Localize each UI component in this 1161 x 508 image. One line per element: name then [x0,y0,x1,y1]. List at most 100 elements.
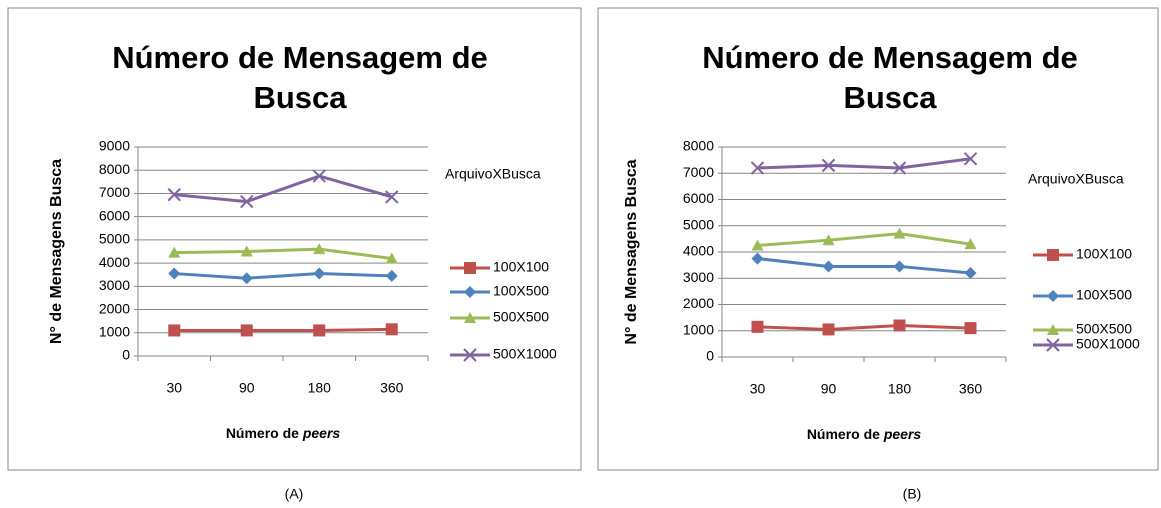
x-tick-label: 90 [239,380,255,396]
data-point [313,243,326,255]
x-axis-label: Número de peers [226,425,341,441]
x-axis-label-part: Número de [226,425,303,441]
data-point [822,234,835,246]
y-axis-label: N° de Mensagens Busca [48,159,65,344]
series-line [757,157,971,170]
chart-title: Busca [843,80,937,115]
data-point [893,227,906,239]
legend-label: 500X500 [493,309,549,325]
data-point [385,269,398,282]
series-line [174,174,393,204]
x-axis-label-part: peers [302,425,341,441]
y-tick-label: 1000 [99,323,130,339]
data-point [750,161,765,175]
x-tick-label: 180 [888,381,912,397]
data-point [964,238,977,250]
series-line [757,232,971,247]
data-point [240,194,254,209]
chart-title: Número de Mensagem de [112,40,488,75]
legend-label: 100X500 [1076,287,1132,303]
legend-label: 500X500 [1076,321,1132,337]
legend-title: ArquivoXBusca [445,166,541,182]
x-axis-label: Número de peers [807,426,922,442]
chart-caption: (A) [285,486,304,502]
data-point [167,187,181,202]
data-point [821,158,836,173]
y-tick-label: 3000 [683,269,714,285]
chart-frame [597,7,1159,471]
series-line [757,323,971,331]
data-point [168,267,181,280]
legend-label: 500X1000 [1076,336,1140,352]
series-line [174,272,392,280]
legend-marker [464,286,476,298]
data-point [385,190,399,204]
data-point [751,320,764,333]
legend-label: 100X500 [493,283,549,299]
x-tick-label: 360 [959,381,983,397]
y-tick-label: 8000 [683,138,714,154]
data-point [385,252,398,264]
x-axis-label-part: Número de [807,426,884,442]
y-tick-label: 5000 [99,231,130,247]
y-tick-label: 0 [706,348,714,364]
data-point [313,324,326,337]
legend-label: 100X100 [1076,246,1132,262]
y-tick-label: 4000 [99,254,130,270]
legend-marker [463,348,477,362]
x-tick-label: 30 [166,380,182,396]
y-tick-label: 2000 [683,295,714,311]
chart-caption: (B) [903,486,922,502]
series-line [757,257,971,275]
y-tick-label: 6000 [99,207,130,223]
data-point [312,169,326,183]
data-point [168,324,181,337]
legend-marker [464,312,476,323]
y-tick-label: 7000 [99,184,130,200]
y-tick-label: 0 [122,347,130,363]
legend-marker [1047,324,1059,335]
y-tick-label: 4000 [683,243,714,259]
data-point [240,324,253,337]
legend-title: ArquivoXBusca [1028,171,1124,187]
data-point [751,239,764,251]
y-tick-label: 5000 [683,216,714,232]
x-axis-label-part: peers [883,426,922,442]
x-tick-label: 90 [821,381,837,397]
chart-title: Número de Mensagem de [702,40,1078,75]
y-tick-label: 6000 [683,190,714,206]
data-point [240,245,253,257]
y-tick-label: 8000 [99,161,130,177]
legend-label: 500X1000 [493,346,557,362]
data-point [892,161,907,175]
series-line [174,327,392,332]
data-point [964,267,977,279]
data-point [240,272,253,285]
data-point [313,267,326,280]
x-tick-label: 180 [308,380,332,396]
chart-title: Busca [253,80,347,115]
data-point [963,152,978,166]
data-point [751,252,764,265]
data-point [893,260,906,273]
data-point [893,319,906,332]
data-point [822,323,835,336]
series-line [174,247,392,260]
legend-marker [1046,338,1060,352]
y-tick-label: 2000 [99,300,130,316]
legend-marker [1047,290,1059,302]
y-axis-label: N° de Mensagens Busca [623,159,640,344]
y-tick-label: 3000 [99,277,130,293]
legend-label: 100X100 [493,259,549,275]
data-point [168,246,181,258]
y-tick-label: 7000 [683,164,714,180]
y-tick-label: 9000 [99,138,130,154]
data-point [385,323,398,336]
chart-frame [7,7,582,471]
data-point [822,260,835,273]
legend-marker [464,262,476,274]
y-tick-label: 1000 [683,321,714,337]
legend-marker [1047,249,1059,261]
data-point [964,322,977,335]
